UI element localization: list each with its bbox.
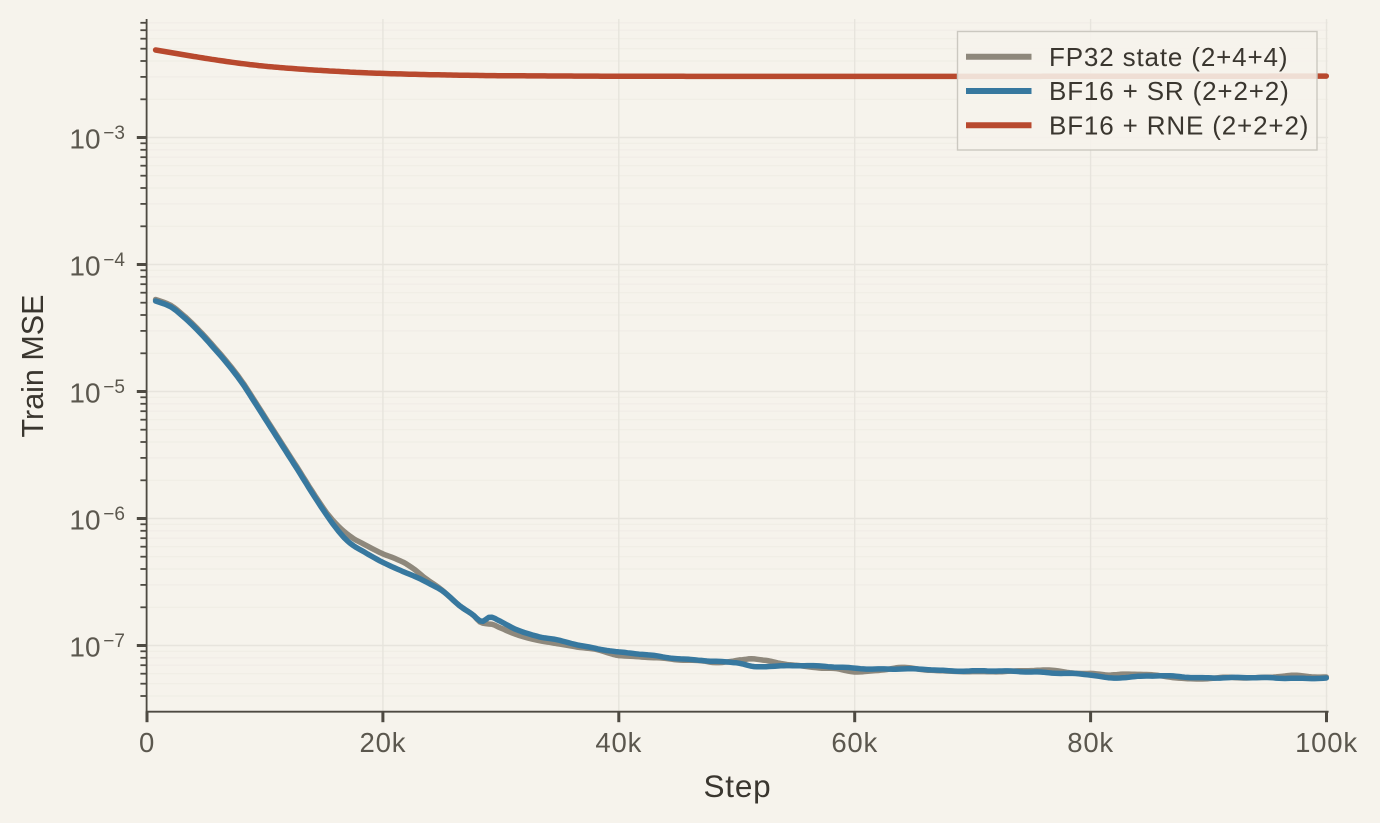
svg-text:100k: 100k — [1295, 727, 1358, 758]
svg-text:Train MSE: Train MSE — [16, 295, 50, 438]
svg-text:60k: 60k — [831, 727, 878, 758]
svg-text:Step: Step — [704, 768, 772, 804]
svg-text:−3: −3 — [103, 123, 125, 144]
svg-text:10: 10 — [69, 378, 100, 409]
svg-text:−4: −4 — [103, 250, 125, 271]
svg-text:10: 10 — [69, 124, 100, 155]
svg-text:20k: 20k — [360, 727, 407, 758]
svg-text:40k: 40k — [595, 727, 642, 758]
svg-text:10: 10 — [69, 505, 100, 536]
svg-text:0: 0 — [139, 727, 155, 758]
svg-text:−7: −7 — [103, 631, 125, 652]
svg-text:80k: 80k — [1067, 727, 1114, 758]
svg-text:10: 10 — [69, 632, 100, 663]
svg-text:10: 10 — [69, 251, 100, 282]
svg-text:−6: −6 — [103, 504, 125, 525]
svg-text:BF16 + RNE (2+2+2): BF16 + RNE (2+2+2) — [1049, 111, 1309, 141]
svg-text:−5: −5 — [103, 377, 125, 398]
svg-text:FP32 state (2+4+4): FP32 state (2+4+4) — [1049, 42, 1288, 72]
svg-text:BF16 + SR (2+2+2): BF16 + SR (2+2+2) — [1049, 76, 1290, 106]
